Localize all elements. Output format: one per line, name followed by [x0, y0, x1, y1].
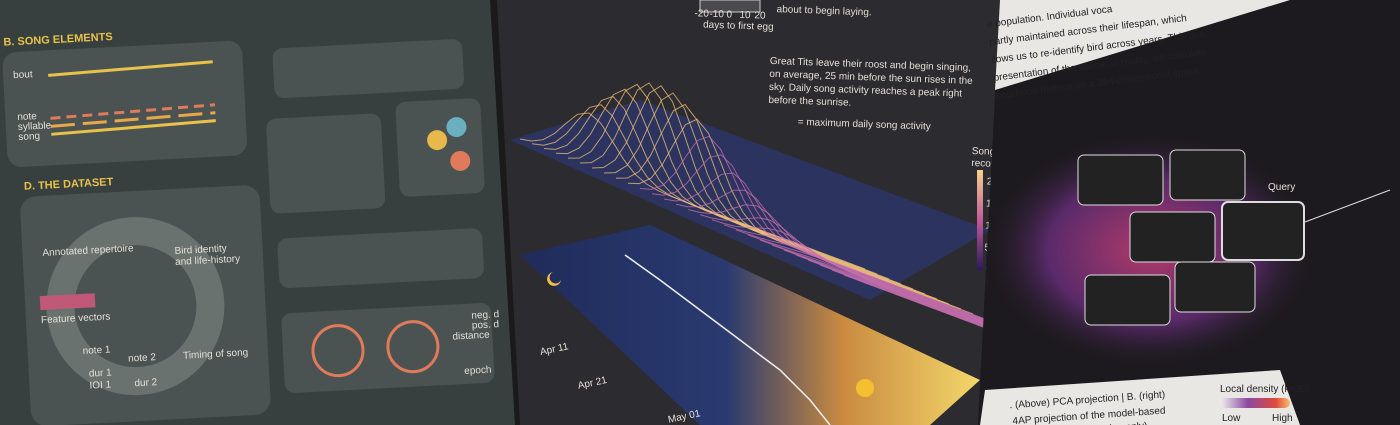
annotation: before the sunrise.	[768, 95, 851, 109]
label: dur 2	[134, 377, 158, 389]
left-content: B. SONG ELEMENTS bout note syllable song…	[2, 31, 500, 425]
tick: -20	[694, 8, 709, 20]
sun-icon	[856, 379, 874, 397]
caption: ation only)	[1101, 421, 1148, 425]
spectrogram	[1169, 149, 1246, 201]
note-line	[50, 103, 216, 120]
label: note 1	[82, 344, 111, 356]
label: Timing of song	[183, 347, 249, 361]
circle-icon	[311, 324, 365, 378]
section-title: B. SONG ELEMENTS	[3, 31, 113, 49]
colorbar-title: recor	[971, 158, 995, 170]
dataset-ring	[46, 217, 225, 396]
sun-plane	[520, 225, 980, 425]
activity-plane	[510, 100, 990, 300]
colorbar-title: Song	[972, 146, 996, 158]
label: note	[17, 111, 37, 123]
density-high: High	[1272, 413, 1293, 424]
density-bar	[1220, 398, 1290, 408]
colorbar	[977, 170, 983, 270]
tick: 0	[726, 9, 732, 20]
syllable-line	[50, 111, 216, 128]
spectrogram	[1129, 211, 1216, 263]
spectrogram	[1084, 274, 1171, 326]
label: Annotated repertoire	[42, 243, 134, 259]
label: note 2	[128, 352, 157, 364]
feature-vector	[39, 293, 96, 311]
section-title: D. THE DATASET	[24, 176, 114, 193]
spectrogram	[1077, 154, 1164, 206]
tick: 10	[739, 10, 751, 21]
bout-line	[48, 60, 213, 77]
axis-label: days to first egg	[703, 20, 774, 33]
label: bout	[13, 69, 33, 81]
cluster	[427, 130, 448, 151]
label: song	[18, 131, 40, 143]
label: and life-history	[175, 254, 241, 268]
label: syllable	[18, 120, 52, 133]
step-box	[272, 39, 464, 99]
query-line	[1304, 189, 1391, 223]
label: dur 1	[89, 367, 113, 379]
legend: pos. d	[472, 319, 500, 331]
song-line	[51, 119, 216, 136]
density-title: Local density (k=30)	[1220, 384, 1310, 395]
query-label: Query	[1268, 182, 1295, 193]
caption-area	[980, 370, 1300, 425]
legend: neg. d	[471, 309, 499, 321]
label: Bird identity	[174, 243, 227, 257]
intro-area	[995, 0, 1290, 90]
tick: 20	[754, 10, 766, 21]
spectrograms	[1077, 149, 1391, 326]
axis-label: epoch	[464, 365, 492, 377]
label: Feature vectors	[41, 311, 111, 326]
song-box	[2, 40, 247, 167]
cluster	[446, 117, 467, 138]
cluster	[450, 150, 471, 171]
label: IOI 1	[89, 380, 112, 392]
spectrogram	[1174, 261, 1256, 313]
query-spectrogram	[1221, 201, 1305, 261]
axis-label: distance	[452, 330, 490, 343]
sunrise-line	[624, 254, 831, 425]
circle-icon	[386, 320, 440, 374]
moon-icon	[547, 272, 561, 286]
middle-content: -20 -10 0 10 20 days to first egg about …	[510, 0, 1190, 425]
step-box	[277, 228, 484, 289]
tick: -10	[709, 9, 724, 21]
density-low: Low	[1222, 413, 1241, 424]
inset-plot	[699, 0, 761, 13]
legend: = maximum daily song activity	[798, 117, 931, 133]
step-box	[266, 113, 386, 214]
note: about to begin laying.	[776, 4, 871, 18]
